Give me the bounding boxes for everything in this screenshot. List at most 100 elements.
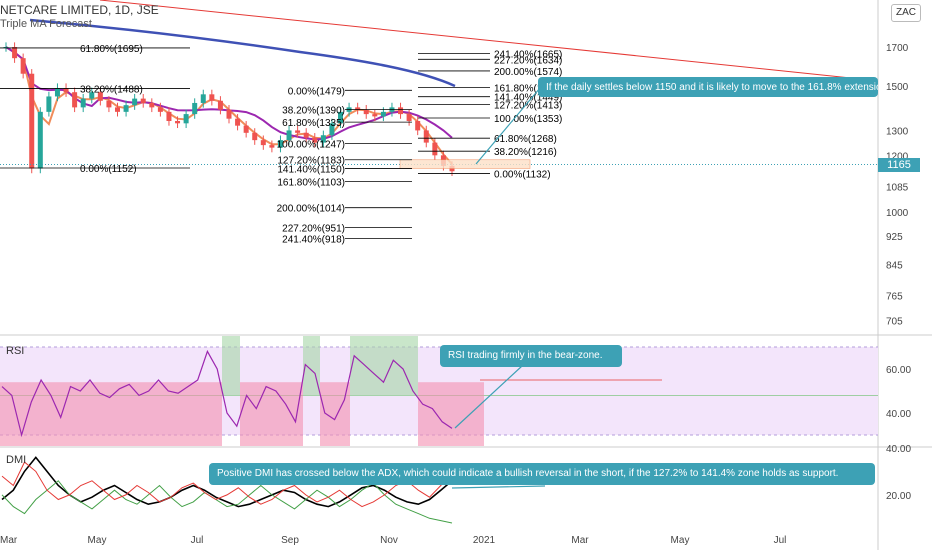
fib-level-label: 100.00%(1353) bbox=[494, 114, 562, 125]
fib-level-label: 38.20%(1390) bbox=[282, 106, 345, 117]
candle-body bbox=[355, 107, 361, 110]
candle-body bbox=[115, 107, 120, 112]
x-tick-label: Jul bbox=[191, 535, 204, 546]
candle-body bbox=[295, 130, 301, 133]
rsi-bull-zone bbox=[350, 336, 418, 396]
fib-level-label: 241.40%(1665) bbox=[494, 49, 562, 60]
candle-body bbox=[363, 109, 369, 115]
fib-level-label: 141.40%(1449) bbox=[494, 93, 562, 104]
y-tick-label: 1700 bbox=[886, 43, 909, 54]
candle-body bbox=[312, 137, 318, 143]
fib-level-label: 0.00%(1152) bbox=[80, 164, 137, 175]
candle-body bbox=[260, 140, 266, 146]
rsi-tick-label: 60.00 bbox=[886, 365, 911, 376]
rsi-bear-zone bbox=[320, 382, 350, 446]
rsi-bear-zone bbox=[0, 382, 222, 446]
candle-body bbox=[200, 94, 206, 103]
candle-body bbox=[149, 102, 155, 108]
candle-body bbox=[29, 73, 35, 169]
rsi-callout: RSI trading firmly in the bear-zone. bbox=[440, 345, 622, 367]
y-tick-label: 845 bbox=[886, 260, 903, 271]
candle-body bbox=[338, 111, 343, 124]
candle-body bbox=[37, 111, 43, 169]
callout-pointer bbox=[475, 87, 541, 165]
fib-level-label: 38.20%(1488) bbox=[80, 84, 143, 95]
fib-level-label: 0.00%(1132) bbox=[494, 169, 551, 180]
chart-title: NETCARE LIMITED, 1D, JSE bbox=[0, 3, 159, 17]
trendline bbox=[99, 0, 871, 81]
candle-body bbox=[277, 140, 283, 148]
candle-body bbox=[175, 120, 181, 124]
candle-body bbox=[269, 145, 275, 148]
dmi-pane-label[interactable]: DMI bbox=[6, 454, 27, 466]
price-callout: If the daily settles below 1150 and it i… bbox=[538, 77, 878, 97]
candle-body bbox=[226, 109, 232, 119]
dmi-plus-line bbox=[1, 480, 453, 524]
fib-level-label: 127.20%(1183) bbox=[277, 156, 345, 167]
rsi-bull-zone bbox=[222, 336, 240, 396]
x-tick-label: Sep bbox=[281, 535, 299, 546]
rsi-bull-zone bbox=[303, 336, 320, 396]
x-tick-label: Nov bbox=[380, 535, 398, 546]
dmi-callout: Positive DMI has crossed below the ADX, … bbox=[209, 463, 875, 485]
candle-body bbox=[398, 107, 404, 115]
candle-body bbox=[20, 58, 26, 74]
candle-body bbox=[63, 87, 69, 93]
currency-button[interactable]: ZAC bbox=[891, 4, 921, 22]
fib-level-label: 0.00%(1479) bbox=[288, 86, 345, 97]
fib-level-label: 161.80%(1103) bbox=[277, 178, 345, 189]
y-tick-label: 1200 bbox=[886, 151, 909, 162]
fib-level-label: 127.20%(1413) bbox=[494, 100, 562, 111]
candle-body bbox=[235, 118, 241, 126]
candle-body bbox=[46, 96, 52, 112]
candle-body bbox=[3, 47, 9, 48]
y-tick-label: 1500 bbox=[886, 82, 909, 93]
rsi-bear-zone bbox=[418, 382, 484, 446]
x-tick-label: Mar bbox=[571, 535, 589, 546]
y-tick-label: 1300 bbox=[886, 126, 909, 137]
ma-slow-line bbox=[29, 18, 456, 88]
y-tick-label: 765 bbox=[886, 291, 903, 302]
last-price-tag: 1165 bbox=[878, 158, 920, 172]
candle-body bbox=[423, 130, 429, 143]
fib-level-label: 241.40%(918) bbox=[282, 235, 345, 246]
candle-body bbox=[380, 111, 386, 117]
fib-level-label: 61.80%(1695) bbox=[80, 44, 143, 55]
candle-body bbox=[54, 87, 60, 97]
candle-body bbox=[252, 132, 258, 141]
candle-body bbox=[132, 98, 138, 106]
candle-body bbox=[372, 114, 378, 117]
candle-body bbox=[320, 135, 326, 143]
dmi-tick-label: 40.00 bbox=[886, 444, 911, 455]
dmi-minus-line bbox=[1, 461, 453, 508]
candle-body bbox=[406, 114, 412, 121]
fib-level-label: 227.20%(951) bbox=[282, 224, 345, 235]
candle-body bbox=[183, 114, 189, 124]
candle-body bbox=[209, 94, 215, 101]
rsi-pane-label[interactable]: RSI bbox=[6, 345, 25, 357]
candle-body bbox=[97, 92, 103, 101]
candle-body bbox=[329, 123, 335, 136]
x-tick-label: May bbox=[88, 535, 107, 546]
dmi-tick-label: 20.00 bbox=[886, 491, 911, 502]
indicator-title[interactable]: Triple MA Forecast bbox=[0, 18, 92, 30]
symbol-title[interactable]: NETCARE LIMITED, 1D, JSE bbox=[0, 3, 159, 17]
candle-body bbox=[217, 100, 223, 110]
x-tick-label: 2021 bbox=[473, 535, 496, 546]
rsi-line bbox=[1, 349, 453, 438]
rsi-tick-label: 40.00 bbox=[886, 409, 911, 420]
support-zone bbox=[399, 159, 531, 169]
rsi-bear-zone bbox=[240, 382, 303, 446]
candle-body bbox=[286, 130, 292, 141]
candle-body bbox=[140, 98, 146, 103]
rsi-callout-pointer bbox=[454, 365, 523, 429]
candle-body bbox=[303, 132, 309, 138]
fib-level-label: 200.00%(1014) bbox=[277, 204, 345, 215]
y-tick-label: 925 bbox=[886, 232, 903, 243]
fib-level-label: 38.20%(1216) bbox=[494, 147, 557, 158]
fib-level-label: 200.00%(1574) bbox=[494, 67, 562, 78]
candle-body bbox=[432, 142, 438, 156]
fib-level-label: 161.80%(1493) bbox=[494, 83, 562, 94]
fib-level-label: 100.00%(1247) bbox=[277, 139, 345, 150]
